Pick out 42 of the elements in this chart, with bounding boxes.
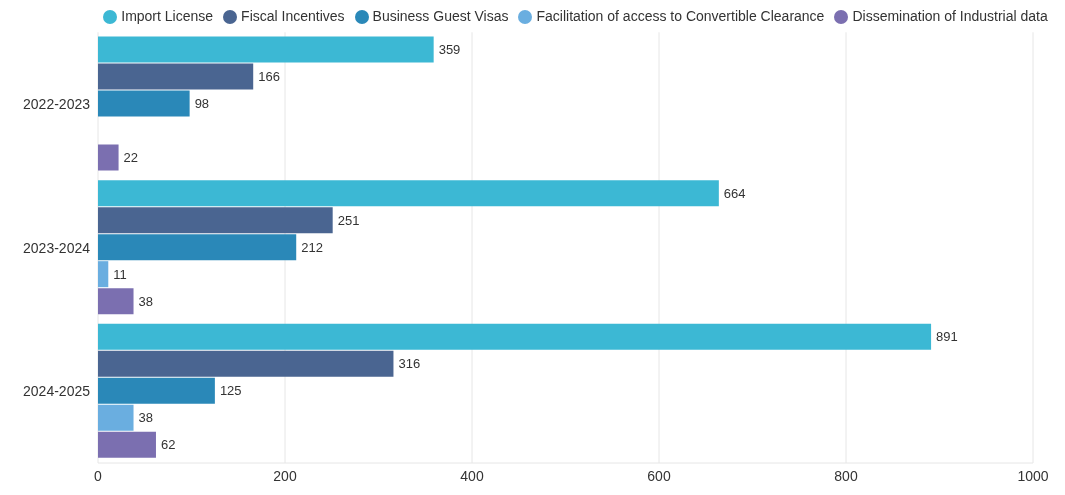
bar [98,323,932,350]
data-label: 166 [258,69,280,85]
bar [98,404,134,431]
bar [98,36,434,63]
bar [98,234,297,261]
data-label: 359 [438,42,461,58]
data-label: 212 [301,239,323,255]
data-label: 664 [723,185,746,201]
bar [98,144,119,171]
x-tick-label: 200 [273,467,297,484]
bar [98,63,254,90]
bar [98,261,109,288]
bar [98,431,156,458]
legend-label: Business Guest Visas [372,8,509,24]
legend-label: Import License [121,8,214,24]
bar [98,90,190,117]
bar [98,180,719,207]
y-tick-label: 2023-2024 [23,239,91,256]
y-tick-label: 2024-2025 [23,383,91,400]
data-label: 316 [398,356,421,372]
data-label: 125 [219,383,242,399]
bar [98,377,215,404]
x-tick-label: 600 [647,467,671,484]
legend-label: Facilitation of access to Convertible Clearance [536,8,825,24]
data-label: 891 [936,329,958,345]
data-label: 98 [194,96,210,112]
data-label: 62 [160,437,176,453]
bar [98,350,394,377]
data-label: 38 [138,410,153,426]
data-label: 11 [113,266,127,282]
data-label: 38 [138,293,153,309]
legend-label: Dissemination of Industrial data [852,8,1048,24]
x-tick-label: 400 [460,467,484,484]
x-tick-label: 1000 [1017,467,1049,484]
data-label: 22 [123,150,139,166]
legend-label: Fiscal Incentives [241,8,345,24]
bar [98,288,134,315]
data-label: 251 [337,212,360,228]
bar [98,207,333,234]
y-tick-label: 2022-2023 [23,96,91,113]
x-tick-label: 800 [834,467,858,484]
x-tick-label: 0 [94,467,103,484]
